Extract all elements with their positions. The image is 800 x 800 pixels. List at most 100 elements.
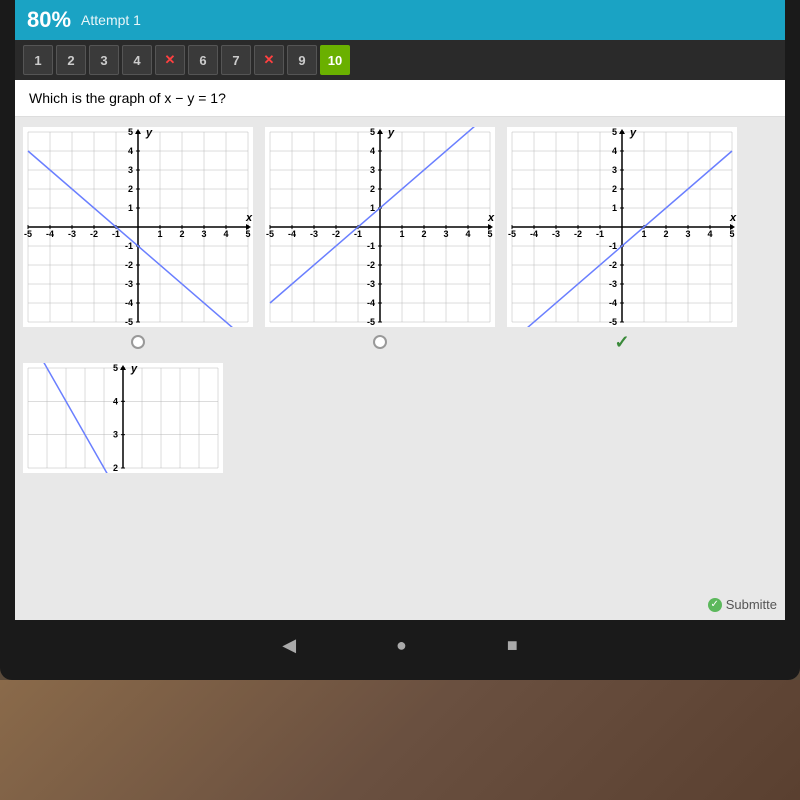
svg-text:5: 5 [370, 127, 375, 137]
nav-question-button[interactable]: 4 [122, 45, 152, 75]
answer-option[interactable]: -5-4-3-2-112345-5-4-3-2-112345yx✓ [507, 127, 737, 351]
svg-text:4: 4 [612, 146, 617, 156]
desk-background [0, 680, 800, 800]
svg-text:2: 2 [612, 184, 617, 194]
svg-text:3: 3 [113, 430, 118, 440]
svg-text:2: 2 [421, 229, 426, 239]
svg-text:-2: -2 [574, 229, 582, 239]
nav-question-button[interactable]: 10 [320, 45, 350, 75]
svg-text:4: 4 [370, 146, 375, 156]
question-nav: 1234✕67✕910 [15, 40, 785, 80]
svg-text:-3: -3 [552, 229, 560, 239]
svg-text:-5: -5 [609, 317, 617, 327]
svg-text:-2: -2 [367, 260, 375, 270]
svg-text:4: 4 [113, 396, 118, 406]
svg-text:x: x [487, 212, 495, 224]
correct-check-icon[interactable]: ✓ [613, 333, 631, 351]
submitted-label: Submitte [726, 597, 777, 612]
svg-text:-1: -1 [125, 241, 133, 251]
nav-question-button[interactable]: 9 [287, 45, 317, 75]
svg-text:2: 2 [370, 184, 375, 194]
recent-button[interactable]: ■ [507, 635, 518, 656]
svg-text:3: 3 [128, 165, 133, 175]
svg-text:4: 4 [128, 146, 133, 156]
svg-text:-1: -1 [609, 241, 617, 251]
svg-text:-5: -5 [367, 317, 375, 327]
content-area: Which is the graph of x − y = 1? -5 -4 -3 -… [15, 80, 785, 620]
svg-text:y: y [629, 127, 637, 139]
svg-text:-3: -3 [68, 229, 76, 239]
screen: 80% Attempt 1 1234✕67✕910 ▢ ↗ Which is t… [15, 0, 785, 620]
svg-text:3: 3 [370, 165, 375, 175]
tablet-bezel: 80% Attempt 1 1234✕67✕910 ▢ ↗ Which is t… [0, 0, 800, 680]
svg-text:3: 3 [612, 165, 617, 175]
svg-text:4: 4 [707, 229, 712, 239]
svg-text:1: 1 [641, 229, 646, 239]
svg-text:-3: -3 [367, 279, 375, 289]
svg-text:1: 1 [157, 229, 162, 239]
nav-question-button[interactable]: ✕ [254, 45, 284, 75]
svg-text:-5: -5 [24, 229, 32, 239]
svg-text:-2: -2 [90, 229, 98, 239]
svg-text:-2: -2 [609, 260, 617, 270]
back-button[interactable]: ◀ [282, 635, 296, 656]
svg-text:2: 2 [113, 463, 118, 473]
nav-question-button[interactable]: 7 [221, 45, 251, 75]
answer-option[interactable]: 2345y [23, 363, 223, 473]
svg-text:2: 2 [128, 184, 133, 194]
svg-text:-1: -1 [596, 229, 604, 239]
svg-text:3: 3 [685, 229, 690, 239]
coordinate-graph: -5-4-3-2-112345-5-4-3-2-112345yx [507, 127, 737, 327]
svg-text:1: 1 [399, 229, 404, 239]
nav-question-button[interactable]: 1 [23, 45, 53, 75]
attempt-label: Attempt 1 [81, 12, 141, 28]
svg-text:-3: -3 [609, 279, 617, 289]
svg-text:-5: -5 [266, 229, 274, 239]
svg-text:3: 3 [201, 229, 206, 239]
svg-text:5: 5 [245, 229, 250, 239]
answer-option[interactable]: -5-4-3-2-112345-5-4-3-2-112345yx [23, 127, 253, 351]
svg-text:x: x [729, 212, 737, 224]
svg-text:2: 2 [663, 229, 668, 239]
radio-button[interactable] [129, 333, 147, 351]
submitted-status: ✓ Submitte [708, 597, 777, 612]
coordinate-graph: 2345y [23, 363, 223, 473]
svg-text:-3: -3 [125, 279, 133, 289]
svg-text:5: 5 [113, 363, 118, 373]
svg-text:-1: -1 [354, 229, 362, 239]
svg-text:1: 1 [128, 203, 133, 213]
svg-text:-4: -4 [46, 229, 54, 239]
svg-text:x: x [245, 212, 253, 224]
radio-button[interactable] [371, 333, 389, 351]
svg-text:3: 3 [443, 229, 448, 239]
coordinate-graph: -5-4-3-2-112345-5-4-3-2-112345yx [23, 127, 253, 327]
svg-text:5: 5 [128, 127, 133, 137]
score-value: 80% [27, 7, 71, 33]
home-button[interactable]: ● [396, 635, 407, 656]
nav-question-button[interactable]: 6 [188, 45, 218, 75]
svg-text:4: 4 [465, 229, 470, 239]
svg-text:5: 5 [612, 127, 617, 137]
nav-question-button[interactable]: 3 [89, 45, 119, 75]
svg-text:-4: -4 [288, 229, 296, 239]
answer-option[interactable]: -5-4-3-2-112345-5-4-3-2-112345yx [265, 127, 495, 351]
svg-text:5: 5 [729, 229, 734, 239]
svg-text:-5: -5 [125, 317, 133, 327]
svg-text:-4: -4 [367, 298, 375, 308]
svg-text:-4: -4 [530, 229, 538, 239]
svg-text:-1: -1 [367, 241, 375, 251]
svg-text:5: 5 [487, 229, 492, 239]
android-navbar: ◀ ● ■ [0, 625, 800, 665]
score-header: 80% Attempt 1 [15, 0, 785, 40]
question-text: Which is the graph of x − y = 1? [15, 80, 785, 117]
svg-text:1: 1 [612, 203, 617, 213]
svg-text:y: y [145, 127, 153, 139]
svg-text:-4: -4 [125, 298, 133, 308]
svg-text:-2: -2 [125, 260, 133, 270]
nav-question-button[interactable]: 2 [56, 45, 86, 75]
nav-question-button[interactable]: ✕ [155, 45, 185, 75]
svg-text:-1: -1 [112, 229, 120, 239]
svg-text:4: 4 [223, 229, 228, 239]
svg-text:y: y [387, 127, 395, 139]
svg-text:-4: -4 [609, 298, 617, 308]
